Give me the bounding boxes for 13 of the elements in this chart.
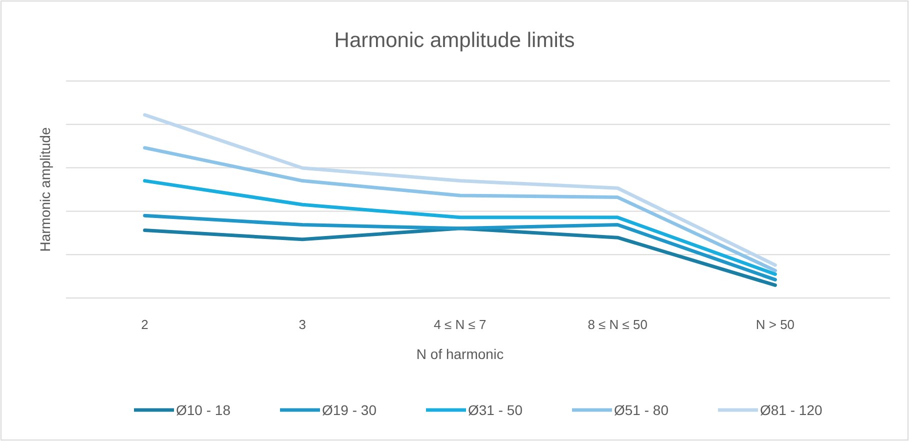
x-tick-label: N > 50 — [756, 317, 795, 332]
x-tick-label: 3 — [298, 317, 306, 332]
legend-label: Ø31 - 50 — [468, 402, 523, 418]
x-axis-title: N of harmonic — [416, 346, 504, 362]
legend-label: Ø81 - 120 — [760, 402, 822, 418]
x-tick-label: 4 ≤ N ≤ 7 — [434, 317, 486, 332]
chart-title: Harmonic amplitude limits — [334, 29, 575, 52]
y-axis-title: Harmonic amplitude — [37, 127, 53, 252]
legend-label: Ø10 - 18 — [176, 402, 231, 418]
legend-label: Ø51 - 80 — [614, 402, 669, 418]
legend-label: Ø19 - 30 — [322, 402, 377, 418]
x-tick-label: 8 ≤ N ≤ 50 — [588, 317, 648, 332]
x-tick-label: 2 — [141, 317, 148, 332]
